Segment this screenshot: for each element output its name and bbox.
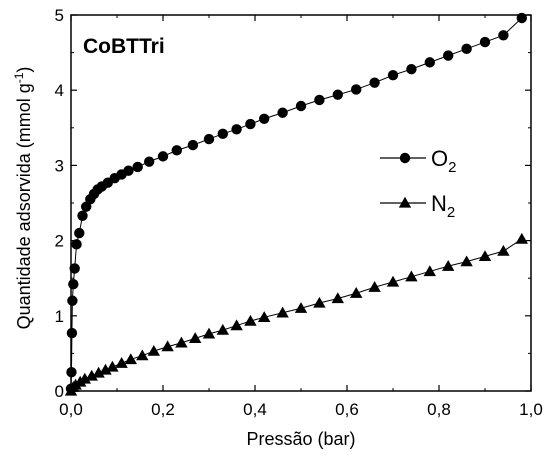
- data-point: [406, 63, 417, 75]
- data-point: [314, 94, 325, 106]
- data-point: [423, 265, 436, 277]
- data-point: [386, 275, 400, 287]
- x-tick-label: 0,0: [59, 400, 83, 419]
- data-point: [368, 281, 381, 292]
- data-point: [331, 292, 344, 304]
- data-point: [144, 156, 155, 167]
- x-tick-label: 0,8: [427, 400, 451, 419]
- data-point: [92, 366, 105, 378]
- legend-marker: [398, 196, 412, 208]
- data-point: [203, 133, 215, 145]
- data-point: [99, 363, 112, 375]
- y-axis-title-main: Quantidade adsorvida (mmol g: [14, 83, 34, 329]
- x-axis-title: Pressão (bar): [246, 429, 355, 449]
- data-point: [202, 327, 216, 339]
- y-tick-label: 3: [55, 156, 64, 175]
- legend: O2 N2: [380, 146, 456, 221]
- data-point: [85, 369, 98, 381]
- data-point: [217, 128, 228, 140]
- data-point: [369, 77, 380, 88]
- data-point: [424, 57, 435, 68]
- data-point: [175, 336, 188, 348]
- data-point: [515, 232, 528, 244]
- data-point: [157, 151, 169, 162]
- data-point: [498, 30, 509, 41]
- data-point: [230, 319, 243, 331]
- series-O2: [65, 12, 527, 394]
- data-point: [71, 239, 82, 250]
- data-point: [387, 69, 399, 81]
- legend-item: O2: [380, 146, 456, 176]
- legend-item: N2: [380, 191, 455, 221]
- y-tick-label: 0: [55, 382, 64, 401]
- data-point: [350, 287, 363, 298]
- y-tick-label: 2: [55, 232, 64, 251]
- data-point: [276, 306, 289, 318]
- data-point: [351, 84, 362, 95]
- data-point: [187, 139, 199, 151]
- x-tick-label: 0,6: [335, 400, 359, 419]
- data-point: [69, 263, 80, 274]
- data-point: [74, 227, 85, 239]
- data-point: [259, 113, 270, 124]
- data-point: [78, 372, 91, 384]
- data-point: [258, 311, 271, 322]
- data-point: [313, 296, 326, 308]
- data-point: [161, 340, 174, 352]
- data-point: [124, 353, 137, 365]
- series-line: [70, 238, 523, 392]
- data-point: [405, 270, 418, 282]
- data-point: [332, 89, 343, 100]
- data-point: [245, 118, 256, 130]
- data-point: [277, 107, 288, 118]
- data-point: [115, 356, 128, 368]
- y-tick-label: 4: [55, 81, 64, 100]
- data-point: [461, 43, 472, 55]
- data-point: [67, 295, 78, 306]
- data-point: [231, 124, 242, 135]
- x-tick-label: 0,2: [151, 400, 175, 419]
- legend-label: O2: [431, 146, 456, 176]
- ticks-layer: 0,0 0,2 0,4 0,6 0,8 1,0 0 1 2 3 4 5: [55, 6, 543, 419]
- y-axis-title: Quantidade adsorvida (mmol g-1): [12, 67, 34, 330]
- x-tick-label: 0,4: [243, 400, 267, 419]
- data-point: [189, 332, 202, 344]
- data-point: [295, 100, 307, 112]
- legend-label: N2: [431, 191, 455, 221]
- y-tick-label: 5: [55, 6, 64, 25]
- data-point: [497, 244, 510, 256]
- series-layer: [64, 12, 528, 396]
- data-point: [132, 161, 143, 173]
- data-point: [136, 349, 149, 361]
- y-tick-label: 1: [55, 307, 64, 326]
- x-tick-label: 1,0: [519, 400, 543, 419]
- data-point: [77, 210, 88, 221]
- legend-marker: [399, 152, 411, 164]
- data-point: [460, 255, 473, 267]
- data-point: [294, 302, 308, 313]
- plot-frame: [70, 14, 532, 392]
- data-point: [216, 323, 229, 335]
- data-point: [478, 250, 492, 262]
- data-point: [171, 145, 182, 156]
- data-point: [479, 36, 491, 48]
- data-point: [147, 344, 160, 356]
- data-point: [106, 360, 119, 372]
- y-axis-title-sup: -1: [12, 72, 26, 83]
- sample-annotation: CoBTTri: [83, 35, 165, 58]
- data-point: [123, 165, 134, 176]
- series-N2: [64, 232, 528, 396]
- data-point: [442, 259, 455, 271]
- y-axis-title-suffix: ): [14, 67, 34, 73]
- data-point: [68, 279, 79, 290]
- data-point: [443, 50, 454, 61]
- data-point: [66, 327, 78, 339]
- data-point: [244, 314, 257, 326]
